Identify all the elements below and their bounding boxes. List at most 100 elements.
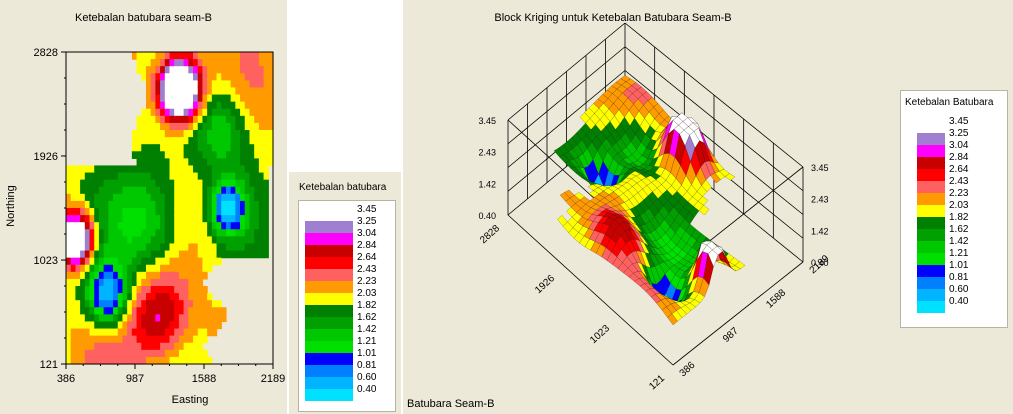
heatmap-cell <box>174 200 180 209</box>
heatmap-cell <box>75 300 81 308</box>
heatmap-cell <box>70 342 76 351</box>
heatmap-cell <box>193 243 199 252</box>
heatmap-cell <box>136 257 142 266</box>
heatmap-cell <box>211 115 218 124</box>
heatmap-cell <box>193 257 199 266</box>
heatmap-cell <box>66 222 72 230</box>
heatmap-cell <box>84 321 91 330</box>
heatmap-cell <box>263 144 269 152</box>
legend-label: 1.62 <box>357 312 377 323</box>
heatmap-cell <box>188 73 194 81</box>
heatmap-cell <box>249 172 255 181</box>
heatmap-cell <box>225 122 232 131</box>
heatmap-cell <box>150 179 156 188</box>
legend-swatch <box>305 305 353 317</box>
heatmap-cell <box>94 165 100 174</box>
heatmap-cell <box>89 193 95 202</box>
heatmap-cell <box>136 186 142 195</box>
heatmap-cell <box>258 215 265 223</box>
heatmap-cell <box>183 137 189 145</box>
heatmap-cell <box>188 208 194 216</box>
heatmap-cell <box>122 321 128 330</box>
front-tick-label: 121 <box>647 373 667 393</box>
legend-swatch <box>917 169 945 181</box>
heatmap-cell <box>207 236 213 245</box>
heatmap-cell <box>240 179 246 188</box>
heatmap-cell <box>98 222 105 230</box>
heatmap-cell <box>141 328 147 337</box>
heatmap-cell <box>258 115 265 124</box>
heatmap-cell <box>94 193 100 202</box>
heatmap-cell <box>193 73 199 81</box>
heatmap-cell <box>197 172 204 181</box>
heatmap-cell <box>202 271 208 280</box>
heatmap-cell <box>230 250 236 259</box>
heatmap-cell <box>117 264 124 273</box>
heatmap-cell <box>160 264 166 273</box>
heatmap-cell <box>145 87 152 96</box>
heatmap-cell <box>155 101 161 110</box>
heatmap-cell <box>221 179 227 188</box>
heatmap-cell <box>136 300 142 308</box>
heatmap-cell <box>145 236 152 245</box>
heatmap-cell <box>193 236 199 245</box>
heatmap-cell <box>235 108 241 117</box>
heatmap-cell <box>141 236 147 245</box>
heatmap-cell <box>202 158 208 167</box>
heatmap-cell <box>150 66 156 74</box>
heatmap-cell <box>94 229 100 237</box>
heatmap-cell <box>249 200 255 209</box>
heatmap-cell <box>193 222 199 230</box>
heatmap-cell <box>103 335 109 344</box>
heatmap-cell <box>122 271 128 280</box>
heatmap-cell <box>89 172 95 181</box>
heatmap-cell <box>141 208 147 216</box>
heatmap-cell <box>89 208 95 216</box>
heatmap-cell <box>197 165 204 174</box>
heatmap-cell <box>183 130 189 138</box>
heatmap-cell <box>160 236 166 245</box>
heatmap-cell <box>216 151 222 159</box>
heatmap-cell <box>174 108 180 117</box>
heatmap-cell <box>155 73 161 81</box>
heatmap-cell <box>145 356 152 365</box>
heatmap-cell <box>178 257 185 266</box>
heatmap-cell <box>183 271 189 280</box>
heatmap-cell <box>197 307 204 315</box>
heatmap-cell <box>108 271 114 280</box>
heatmap-cell <box>113 335 119 344</box>
heatmap-cell <box>150 130 156 138</box>
heatmap-cell <box>160 186 166 195</box>
heatmap-cell <box>80 243 86 252</box>
heatmap-cell <box>240 101 246 110</box>
heatmap-cell <box>108 300 114 308</box>
heatmap-cell <box>244 243 251 252</box>
heatmap-cell <box>193 321 199 330</box>
heatmap-cell <box>235 66 241 74</box>
heatmap-cell <box>211 328 218 337</box>
heatmap-cell <box>89 278 95 287</box>
heatmap-cell <box>207 144 213 152</box>
heatmap-cell <box>164 193 171 202</box>
heatmap-cell <box>263 59 269 67</box>
heatmap-cell <box>244 108 251 117</box>
heatmap-cell <box>141 130 147 138</box>
legend-swatch <box>917 121 945 133</box>
heatmap-cell <box>80 208 86 216</box>
heatmap-cell <box>263 186 269 195</box>
heatmap-cell <box>216 87 222 96</box>
heatmap-cell <box>160 286 166 294</box>
heatmap-cell <box>94 208 100 216</box>
front-tick-label: 1023 <box>588 323 612 346</box>
heatmap-cell <box>122 208 128 216</box>
heatmap-cell <box>141 179 147 188</box>
heatmap-cell <box>84 307 91 315</box>
heatmap-cell <box>94 257 100 266</box>
heatmap-cell <box>113 215 119 223</box>
heatmap-cell <box>178 87 185 96</box>
heatmap-cell <box>169 293 175 301</box>
legend-label: 2.23 <box>949 188 969 199</box>
heatmap-cell <box>244 130 251 138</box>
heatmap-cell <box>113 165 119 174</box>
heatmap-cell <box>122 236 128 245</box>
